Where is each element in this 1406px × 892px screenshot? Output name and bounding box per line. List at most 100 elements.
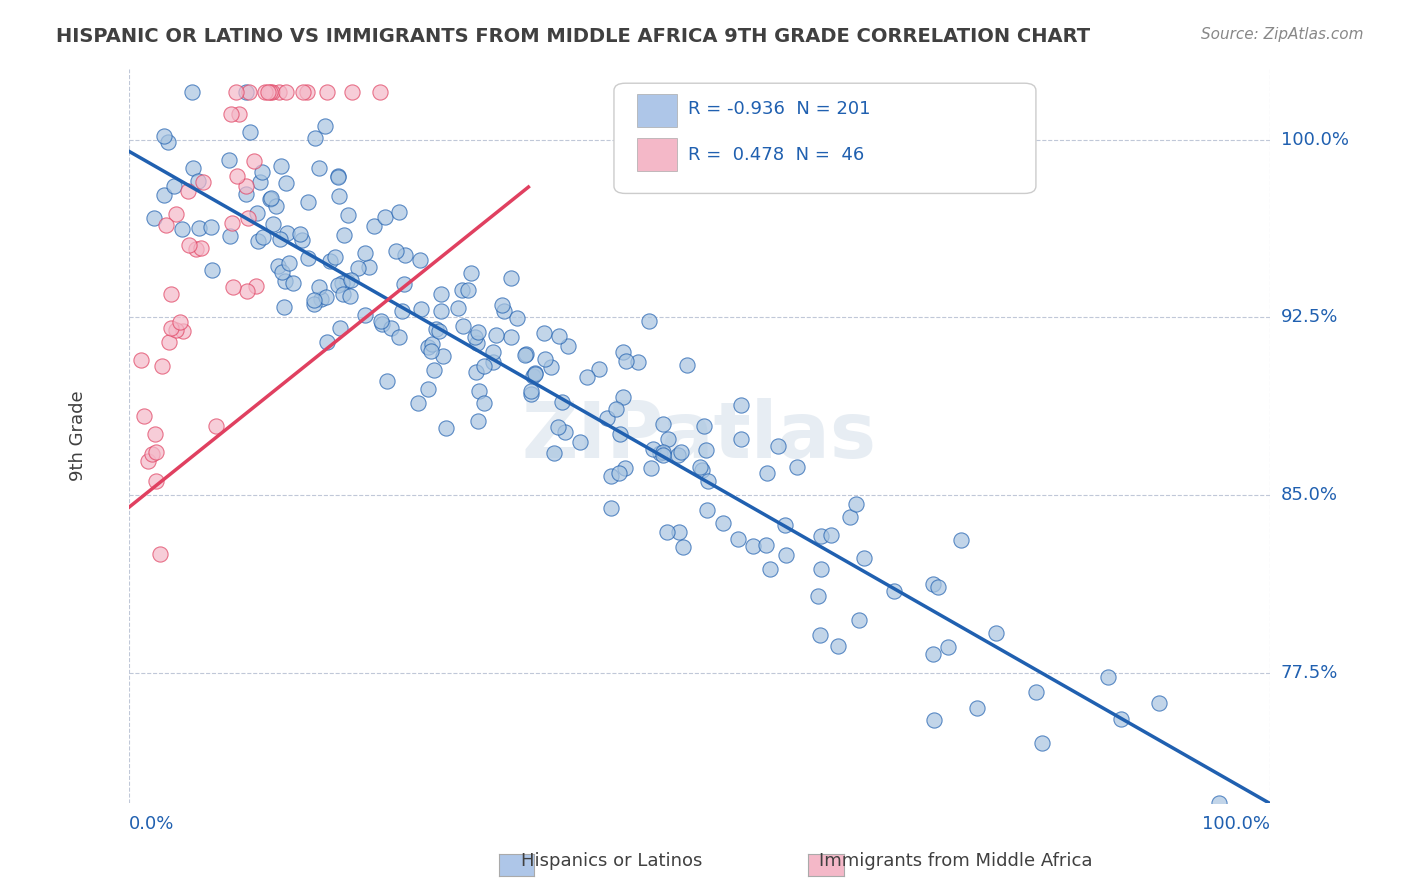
Point bbox=[235, 186, 257, 201]
Point bbox=[666, 449, 689, 463]
Point bbox=[501, 270, 523, 285]
Point bbox=[238, 85, 260, 99]
Point bbox=[191, 175, 214, 189]
Point bbox=[482, 344, 505, 359]
Point bbox=[810, 562, 832, 576]
Point bbox=[157, 335, 180, 350]
Text: R =  0.478  N =  46: R = 0.478 N = 46 bbox=[688, 146, 865, 164]
Point bbox=[252, 229, 274, 244]
Point bbox=[485, 328, 508, 343]
Point bbox=[259, 191, 281, 205]
Point bbox=[820, 528, 842, 542]
Point bbox=[675, 358, 697, 372]
Point bbox=[727, 533, 749, 547]
Point bbox=[242, 154, 264, 169]
Point bbox=[374, 210, 396, 224]
Point bbox=[180, 85, 202, 99]
Point bbox=[262, 217, 284, 231]
Point bbox=[434, 421, 457, 435]
Point bbox=[221, 216, 243, 230]
Point bbox=[228, 107, 250, 121]
Point bbox=[775, 548, 797, 562]
Point bbox=[655, 524, 678, 539]
FancyBboxPatch shape bbox=[637, 138, 676, 171]
Point bbox=[160, 287, 183, 301]
Point bbox=[150, 359, 173, 373]
Point bbox=[218, 153, 240, 167]
Point bbox=[266, 259, 288, 273]
Point bbox=[380, 321, 402, 335]
Point bbox=[547, 419, 569, 434]
Point bbox=[250, 165, 273, 179]
Text: 100.0%: 100.0% bbox=[1281, 130, 1348, 149]
Point bbox=[190, 241, 212, 255]
Point bbox=[420, 336, 443, 351]
Point bbox=[641, 442, 664, 457]
Point bbox=[457, 283, 479, 297]
Point bbox=[222, 280, 245, 294]
Point bbox=[612, 390, 634, 404]
Point bbox=[568, 434, 591, 449]
Point bbox=[269, 232, 291, 246]
Point bbox=[773, 518, 796, 533]
Point bbox=[239, 125, 262, 139]
Point bbox=[377, 374, 399, 388]
Point bbox=[690, 463, 713, 477]
Text: R = -0.936  N = 201: R = -0.936 N = 201 bbox=[688, 100, 870, 118]
Point bbox=[491, 297, 513, 311]
Point bbox=[481, 355, 503, 369]
Point bbox=[187, 173, 209, 187]
Point bbox=[245, 205, 267, 219]
Point bbox=[432, 349, 454, 363]
Point bbox=[276, 85, 298, 99]
Point bbox=[689, 459, 711, 474]
Point bbox=[340, 85, 363, 99]
Point bbox=[363, 219, 385, 233]
Point bbox=[786, 459, 808, 474]
Point bbox=[354, 246, 377, 260]
Point bbox=[172, 324, 194, 338]
Point bbox=[523, 366, 546, 380]
Point bbox=[425, 322, 447, 336]
Point bbox=[368, 85, 391, 99]
Point bbox=[468, 384, 491, 398]
Point bbox=[1097, 670, 1119, 684]
Point bbox=[742, 539, 765, 553]
Point bbox=[163, 179, 186, 194]
Point bbox=[259, 192, 281, 206]
Point bbox=[200, 220, 222, 235]
Point bbox=[697, 474, 720, 488]
Point bbox=[143, 427, 166, 442]
Text: 92.5%: 92.5% bbox=[1281, 309, 1339, 326]
Point bbox=[165, 207, 187, 221]
Point bbox=[494, 304, 516, 318]
Point bbox=[848, 614, 870, 628]
Text: 85.0%: 85.0% bbox=[1281, 486, 1339, 504]
Point bbox=[309, 292, 332, 306]
Point bbox=[429, 286, 451, 301]
Point bbox=[927, 580, 949, 594]
Point bbox=[136, 453, 159, 467]
Point bbox=[336, 274, 359, 288]
Point bbox=[755, 466, 778, 480]
Point bbox=[827, 639, 849, 653]
Point bbox=[332, 228, 354, 243]
Point bbox=[429, 304, 451, 318]
Point bbox=[575, 370, 598, 384]
Point bbox=[145, 474, 167, 488]
Point bbox=[1109, 712, 1132, 726]
Point bbox=[543, 446, 565, 460]
Point bbox=[247, 234, 270, 248]
Point bbox=[534, 351, 557, 366]
Point bbox=[149, 547, 172, 561]
Text: HISPANIC OR LATINO VS IMMIGRANTS FROM MIDDLE AFRICA 9TH GRADE CORRELATION CHART: HISPANIC OR LATINO VS IMMIGRANTS FROM MI… bbox=[56, 27, 1091, 45]
Point bbox=[474, 395, 496, 409]
Point bbox=[290, 227, 312, 242]
Point bbox=[499, 330, 522, 344]
Point bbox=[672, 540, 695, 554]
Point bbox=[328, 321, 350, 335]
Point bbox=[522, 369, 544, 384]
Text: 100.0%: 100.0% bbox=[1202, 815, 1270, 833]
Point bbox=[354, 308, 377, 322]
Point bbox=[291, 233, 314, 247]
